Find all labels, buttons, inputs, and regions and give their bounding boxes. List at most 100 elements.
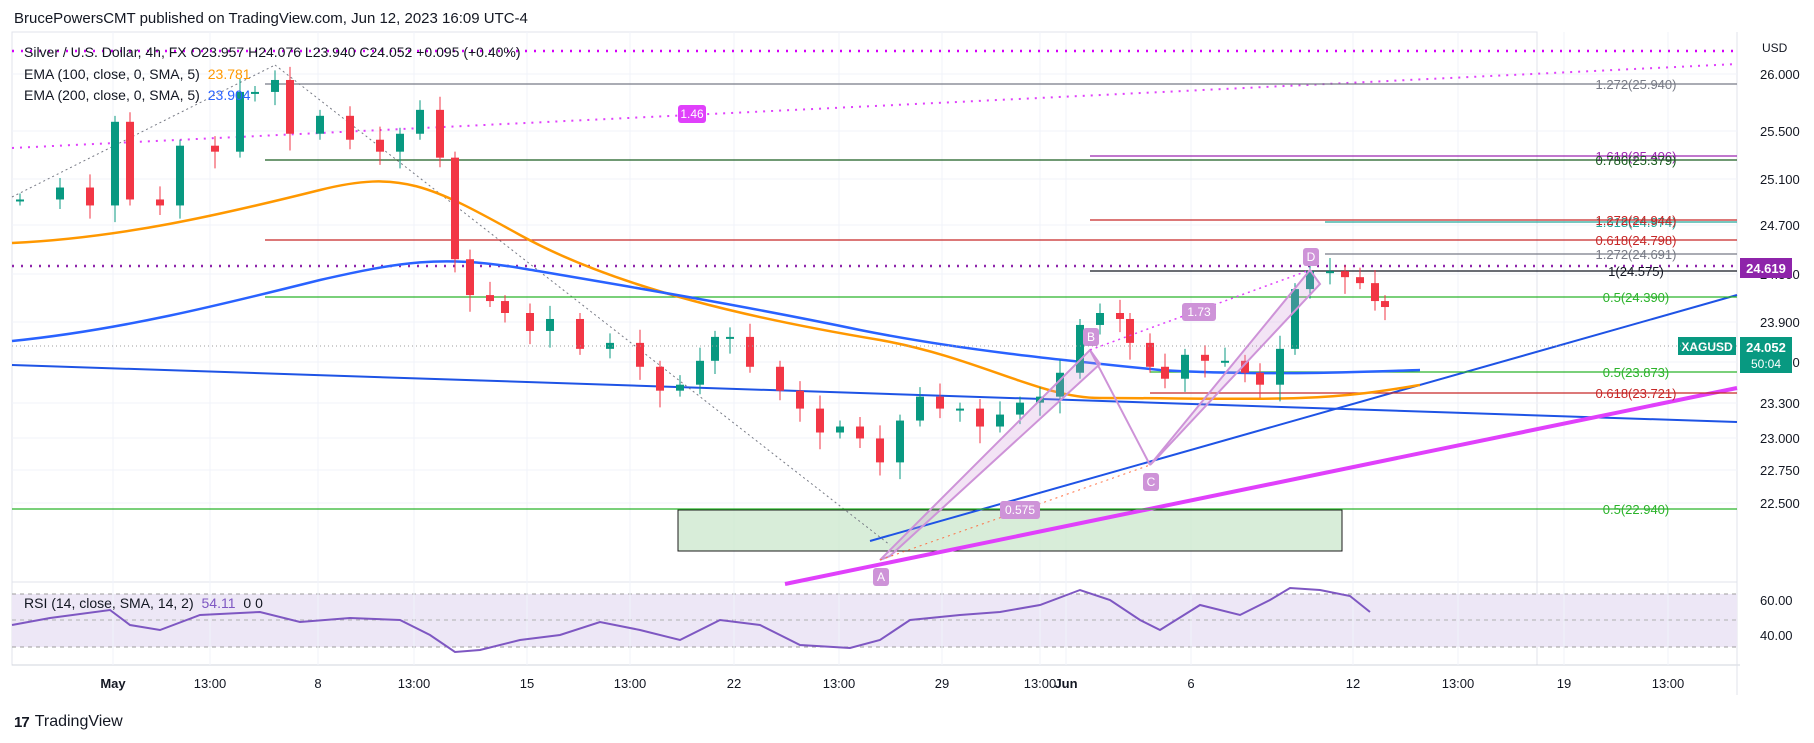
candle-body xyxy=(1256,372,1264,385)
pink-dotted-trend xyxy=(11,63,1738,149)
legend-symbol-line: Silver / U.S. Dollar, 4h, FX O23.957 H24… xyxy=(24,44,521,60)
candle-body xyxy=(896,420,904,463)
x-tick-label: 29 xyxy=(935,676,949,691)
candle-body xyxy=(451,157,459,260)
tradingview-brand: TradingView xyxy=(34,713,123,730)
candle-body xyxy=(1016,402,1024,415)
candle-body xyxy=(856,426,864,439)
candle-body xyxy=(271,79,279,92)
legend-ema100: EMA (100, close, 0, SMA, 5) 23.781 xyxy=(24,66,255,82)
candle-body xyxy=(546,318,554,331)
candle-body xyxy=(486,295,494,302)
publisher-header: BrucePowersCMT published on TradingView.… xyxy=(14,10,528,27)
candle-body xyxy=(956,408,964,411)
candle-body xyxy=(1241,360,1249,373)
x-tick-label: 15 xyxy=(520,676,534,691)
x-tick-label: 13:00 xyxy=(1024,676,1057,691)
symbol-label: XAGUSD xyxy=(1681,340,1733,354)
candle-body xyxy=(211,145,219,152)
pattern-point-badge xyxy=(1083,328,1099,346)
legend-ema200: EMA (200, close, 0, SMA, 5) 23.904 xyxy=(24,87,255,103)
candle-body xyxy=(776,366,784,391)
y-tick-label: 23.900 xyxy=(1760,315,1800,330)
pattern-point-label: D xyxy=(1307,250,1316,264)
x-tick-label: 13:00 xyxy=(1442,676,1475,691)
candle-body xyxy=(676,384,684,391)
rsi-line xyxy=(11,586,1371,654)
pattern-point-label: B xyxy=(1087,330,1095,344)
candle-body xyxy=(796,390,804,409)
x-tick-label: 13:00 xyxy=(614,676,647,691)
ema-lines xyxy=(11,180,1421,401)
x-tick-label: 6 xyxy=(1187,676,1194,691)
fib-level-label: 1(24.575) xyxy=(1608,264,1664,279)
candle-body xyxy=(656,366,664,391)
fib-level-label: 1.618(24.974) xyxy=(1596,215,1677,230)
legend-symbol: Silver / U.S. Dollar, 4h, FX O23.957 H24… xyxy=(24,44,525,60)
gray-dotted-2 xyxy=(274,64,891,546)
price-labels: 24.619 XAGUSD 24.052 50:04 xyxy=(12,258,1792,373)
ema100-label: EMA (100, close, 0, SMA, 5) xyxy=(24,66,200,82)
pink-support-trendline xyxy=(784,386,1738,586)
rsi-value: 54.11 xyxy=(201,595,236,611)
candle-body xyxy=(176,145,184,206)
candle-body xyxy=(286,79,294,134)
pattern-point-label: A xyxy=(877,570,885,584)
candle-body xyxy=(16,199,24,202)
current-price-label: 24.052 xyxy=(1746,340,1786,355)
candle-body xyxy=(156,199,164,206)
legend-rsi: RSI (14, close, SMA, 14, 2) 54.11 0 0 xyxy=(24,595,267,611)
candle-body xyxy=(1221,360,1229,363)
ema200-label: EMA (200, close, 0, SMA, 5) xyxy=(24,87,200,103)
candle-body xyxy=(636,342,644,367)
x-tick-label: 8 xyxy=(314,676,321,691)
candle-body xyxy=(576,318,584,349)
x-tick-label: May xyxy=(100,676,126,691)
fib-level-label: 0.618(23.721) xyxy=(1596,386,1677,401)
x-tick-label: 13:00 xyxy=(194,676,227,691)
candle-body xyxy=(976,408,984,427)
y-tick-label: 25.500 xyxy=(1760,124,1800,139)
fib-level-label: 0.5(24.390) xyxy=(1603,290,1670,305)
ratio-badge xyxy=(1182,303,1216,321)
ratio-label: 1.46 xyxy=(680,107,704,121)
candle-body xyxy=(1381,301,1389,308)
y-tick-label: 22.750 xyxy=(1760,463,1800,478)
pattern-point-badge xyxy=(1143,473,1159,491)
x-tick-label: Jun xyxy=(1054,676,1077,691)
rsi-tick-label: 40.00 xyxy=(1760,628,1793,643)
candle-body xyxy=(466,259,474,296)
rsi-path xyxy=(11,586,1371,654)
candle-body xyxy=(996,414,1004,427)
fib-level-label: 1.272(25.940) xyxy=(1596,77,1677,92)
candle-body xyxy=(1326,271,1334,274)
tradingview-logo[interactable]: 17 TradingView xyxy=(14,713,123,731)
symbol-badge xyxy=(1678,337,1736,355)
candle-body xyxy=(816,408,824,433)
pattern-point-label: C xyxy=(1147,475,1156,489)
candle-body xyxy=(126,121,134,200)
x-tick-label: 19 xyxy=(1557,676,1571,691)
candle-body xyxy=(396,133,404,152)
rsi-label: RSI (14, close, SMA, 14, 2) xyxy=(24,595,194,611)
x-tick-label: 12 xyxy=(1346,676,1360,691)
y-tick-label: 25.100 xyxy=(1760,172,1800,187)
candle-body xyxy=(501,301,509,313)
fib-levels: 1.272(25.940)1.618(25.406)0.786(25.379)1… xyxy=(12,77,1737,517)
y-tick-label: 26.000 xyxy=(1760,67,1800,82)
candle-body xyxy=(1201,354,1209,361)
candle-body xyxy=(1291,289,1299,349)
ema100-line xyxy=(11,180,1421,401)
ema200-value: 23.904 xyxy=(207,87,251,103)
candle-body xyxy=(526,313,534,331)
pattern-point-badge xyxy=(1303,248,1319,266)
candle-body xyxy=(1306,271,1314,290)
candle-body xyxy=(746,336,754,367)
fib-level-label: 0.5(23.873) xyxy=(1603,365,1670,380)
abcd-pattern: A B C D 1.46 1.73 0.575 xyxy=(678,105,1322,586)
rsi-extra: 0 0 xyxy=(243,595,263,611)
candle-body xyxy=(726,336,734,339)
x-tick-label: 13:00 xyxy=(823,676,856,691)
